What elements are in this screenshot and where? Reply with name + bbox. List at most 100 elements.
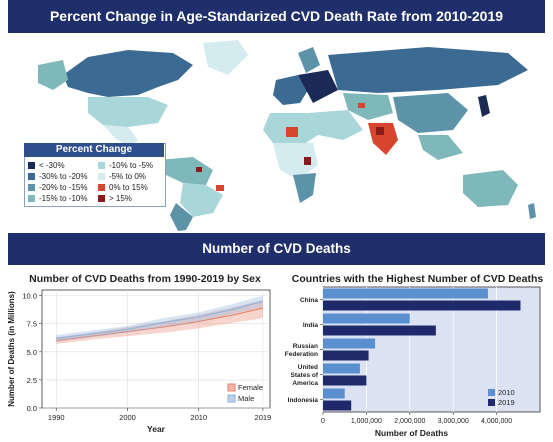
map-region-japan (478, 95, 490, 117)
map-legend-swatch (98, 162, 105, 169)
series-female-band (56, 300, 263, 344)
map-legend-title: Percent Change (24, 143, 164, 157)
category-label: China (300, 297, 318, 304)
map-region-canada (63, 50, 193, 97)
map-region-mexico (103, 125, 138, 147)
x-tick-label: 2,000,000 (394, 418, 425, 425)
map-legend-swatch (98, 173, 105, 180)
category-label: United (298, 364, 318, 371)
series-male-line (56, 300, 264, 339)
map-title-banner: Percent Change in Age-Standarized CVD De… (8, 0, 545, 33)
category-label: Federation (285, 351, 318, 358)
world-map (38, 40, 536, 231)
x-tick-label: 4,000,000 (481, 418, 512, 425)
map-legend-item: > 15% (98, 194, 132, 203)
bar-2019 (323, 300, 521, 311)
line-chart-title: Number of CVD Deaths from 1990-2019 by S… (29, 273, 261, 285)
y-tick-label: 0.0 (27, 404, 37, 413)
map-region-central-africa (273, 143, 318, 180)
map-hotspot-asia-1 (376, 127, 384, 135)
map-region-south-america-south (170, 203, 193, 231)
bar-2010 (323, 363, 360, 374)
map-legend-swatch (98, 195, 105, 202)
map-region-brazil (180, 183, 223, 217)
map-legend-label: 0% to 15% (109, 183, 148, 192)
bar-x-axis-label: Number of Deaths (375, 428, 448, 438)
bar-legend-swatch (488, 399, 495, 406)
bar-chart-title: Countries with the Highest Number of CVD… (291, 273, 544, 285)
map-legend-swatch (98, 184, 105, 191)
y-tick-label: 7.5 (27, 320, 37, 329)
y-tick-label: 10.0 (22, 292, 37, 301)
map-legend-item: -15% to -10% (28, 194, 87, 203)
x-tick-label: 1,000,000 (351, 418, 382, 425)
bar-legend-label: 2019 (498, 398, 515, 407)
map-region-europe-west (273, 75, 308, 105)
bar-2010 (323, 288, 488, 299)
bar-2019 (323, 400, 352, 411)
map-region-south-america-north (158, 157, 213, 185)
map-region-scandinavia (298, 47, 320, 73)
line-legend-swatch (227, 394, 236, 403)
map-region-china (393, 93, 468, 133)
map-hotspot-africa-2 (304, 157, 311, 165)
map-legend-swatch (28, 195, 35, 202)
x-tick-label: 2019 (255, 413, 272, 422)
map-legend-swatch (28, 173, 35, 180)
map-region-europe-east (298, 70, 338, 103)
bar-2019 (323, 325, 436, 336)
map-legend-item: < -30% (28, 161, 65, 170)
category-label: America (292, 380, 318, 387)
x-tick-label: 3,000,000 (438, 418, 469, 425)
x-tick-label: 1990 (48, 413, 65, 422)
category-label: India (303, 322, 319, 329)
bar-plot-frame (322, 286, 541, 413)
map-legend-label: -5% to 0% (109, 172, 146, 181)
map-legend-item: 0% to 15% (98, 183, 148, 192)
map-legend-item: -5% to 0% (98, 172, 146, 181)
category-label: Indonesia (288, 397, 319, 404)
map-legend-label: -15% to -10% (39, 194, 88, 203)
map-hotspot-sa-1 (216, 185, 224, 191)
bar-legend-label: 2010 (498, 388, 515, 397)
map-legend-item: -10% to -5% (98, 161, 153, 170)
bar-2010 (323, 338, 376, 349)
category-label: States of (291, 372, 319, 379)
map-legend-label: -10% to -5% (109, 161, 154, 170)
map-region-usa (88, 97, 168, 127)
line-x-axis-label: Year (147, 424, 166, 434)
map-region-southeast-asia (418, 135, 463, 160)
category-label: Russian (293, 343, 318, 350)
map-region-greenland (203, 40, 248, 75)
map-region-india (368, 123, 398, 155)
x-tick-label: 0 (321, 418, 325, 425)
map-legend-label: > 15% (109, 194, 132, 203)
deaths-section-banner: Number of CVD Deaths (8, 233, 545, 265)
map-region-central-asia (343, 93, 393, 120)
map-hotspot-africa-1 (286, 127, 298, 137)
map-legend-swatch (28, 162, 35, 169)
line-legend-label: Female (238, 383, 263, 392)
map-hotspot-asia-2 (358, 103, 365, 108)
map-legend-label: -20% to -15% (39, 183, 88, 192)
y-tick-label: 2.5 (27, 376, 37, 385)
map-legend-item: -20% to -15% (28, 183, 87, 192)
map-region-russia (328, 47, 528, 93)
map-region-middle-east (308, 110, 363, 140)
map-legend-swatch (28, 184, 35, 191)
series-female-line (56, 307, 264, 342)
map-region-southern-africa (293, 173, 316, 203)
line-plot-frame (41, 289, 271, 409)
map-legend-label: < -30% (39, 161, 65, 170)
line-y-axis-label: Number of Deaths (in Millions) (7, 291, 16, 407)
bar-2019 (323, 350, 369, 361)
map-hotspot-sa-2 (196, 167, 202, 172)
bar-2010 (323, 313, 410, 324)
line-legend-swatch (227, 383, 236, 392)
map-region-alaska (38, 60, 68, 90)
map-region-new-zealand (528, 203, 536, 219)
x-tick-label: 2010 (190, 413, 207, 422)
x-tick-label: 2000 (119, 413, 136, 422)
series-male-band (56, 295, 263, 342)
line-legend-label: Male (238, 394, 254, 403)
